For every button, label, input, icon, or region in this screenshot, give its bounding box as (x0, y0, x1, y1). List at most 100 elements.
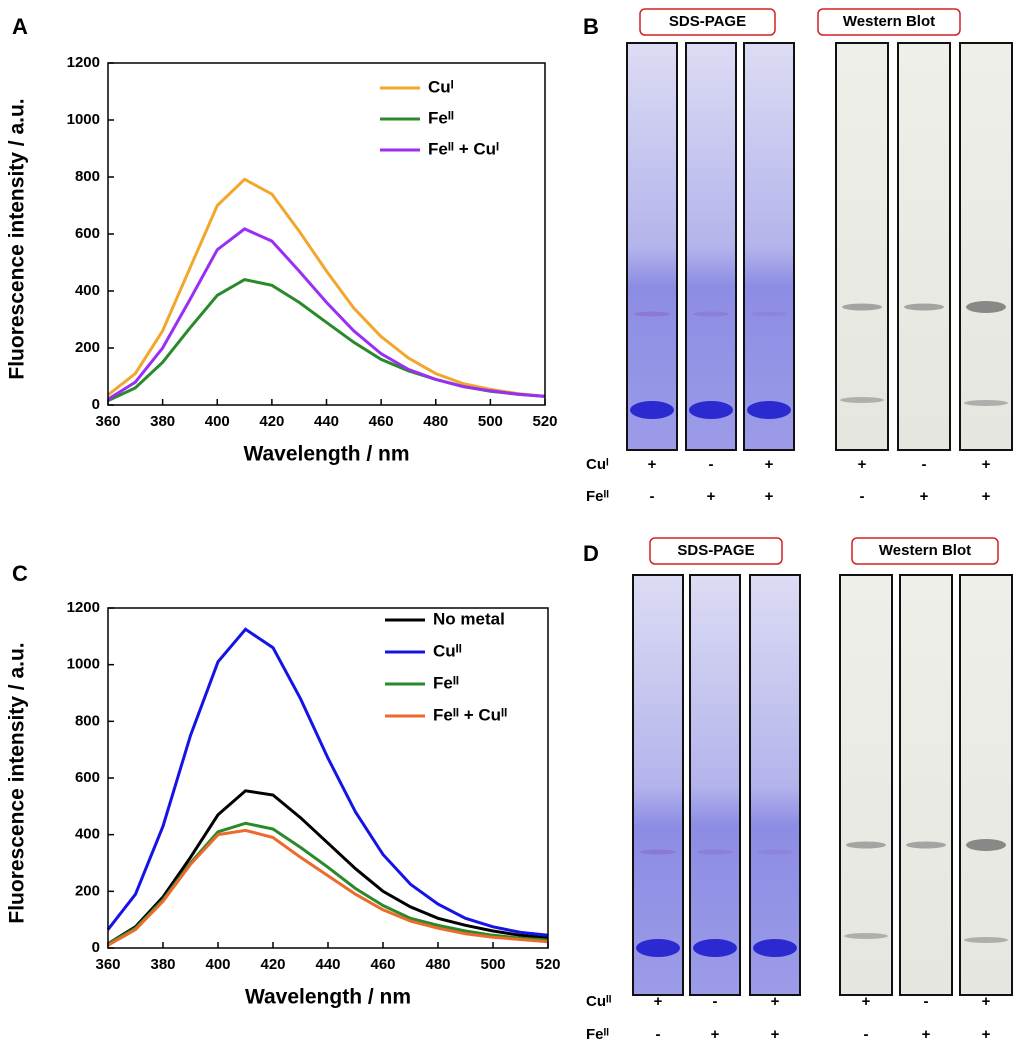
y-tick-label: 1000 (67, 111, 100, 128)
y-axis-title: Fluorescence intensity / a.u. (6, 642, 29, 923)
y-axis-title: Fluorescence intensity / a.u. (6, 98, 29, 379)
plot-frame (107, 607, 549, 949)
wb-lane (835, 42, 889, 451)
wb-band (842, 303, 882, 311)
header-box (851, 537, 999, 565)
x-tick-label: 420 (260, 956, 285, 973)
gel-header: Western Blot (843, 13, 935, 30)
sign: + (858, 456, 867, 473)
x-tick-label: 360 (95, 956, 120, 973)
gel-header: SDS-PAGE (669, 13, 746, 30)
sign: - (650, 488, 655, 505)
sign: - (656, 1026, 661, 1043)
header-box (817, 8, 961, 36)
x-tick-label: 380 (150, 956, 175, 973)
x-tick-label: 480 (423, 413, 448, 430)
sign: + (982, 456, 991, 473)
sds-band (630, 401, 674, 419)
wb-band-low (840, 397, 884, 403)
sign: + (765, 488, 774, 505)
legend-label: No metal (433, 609, 505, 628)
y-tick-label: 800 (75, 168, 100, 185)
y-tick-label: 0 (92, 939, 100, 956)
x-tick-label: 500 (480, 956, 505, 973)
legend-label: Cuᴵ (428, 77, 454, 96)
x-tick-label: 520 (535, 956, 560, 973)
sign: + (648, 456, 657, 473)
plot-frame (107, 62, 546, 406)
wb-band (904, 303, 944, 311)
sign: + (982, 993, 991, 1010)
y-tick-label: 1000 (67, 656, 100, 673)
header-box (649, 537, 783, 565)
sds-band (753, 939, 797, 957)
sds-lane (749, 574, 801, 996)
legend-label: Feᴵᴵ (433, 673, 459, 692)
series-line (107, 227, 546, 401)
x-tick-label: 500 (478, 413, 503, 430)
sds-lane (689, 574, 741, 996)
x-tick-label: 400 (205, 413, 230, 430)
y-tick-label: 400 (75, 282, 100, 299)
sign: - (864, 1026, 869, 1043)
x-tick-label: 480 (425, 956, 450, 973)
row-label: Feᴵᴵ (586, 488, 609, 505)
x-tick-label: 380 (150, 413, 175, 430)
sign: + (654, 993, 663, 1010)
sds-band-faint (757, 849, 793, 855)
wb-lane (897, 42, 951, 451)
panel-label: C (12, 561, 28, 586)
x-tick-label: 400 (205, 956, 230, 973)
sign: + (920, 488, 929, 505)
sign: + (982, 488, 991, 505)
sds-band (689, 401, 733, 419)
y-tick-label: 400 (75, 826, 100, 843)
sds-lane (685, 42, 737, 451)
x-tick-label: 460 (369, 413, 394, 430)
wb-band-low (964, 400, 1008, 406)
panel-label: D (583, 541, 599, 566)
x-tick-label: 360 (95, 413, 120, 430)
sign: - (924, 993, 929, 1010)
wb-band-low (964, 937, 1008, 943)
series-line (107, 177, 546, 398)
x-tick-label: 520 (532, 413, 557, 430)
y-tick-label: 200 (75, 882, 100, 899)
series-line (107, 278, 546, 403)
wb-lane (959, 574, 1013, 996)
sign: + (711, 1026, 720, 1043)
sds-band (747, 401, 791, 419)
y-tick-label: 800 (75, 712, 100, 729)
row-label: Cuᴵᴵ (586, 993, 612, 1010)
sign: - (922, 456, 927, 473)
sds-band-faint (751, 311, 787, 317)
sds-lane (626, 42, 678, 451)
sign: - (860, 488, 865, 505)
wb-band (906, 841, 946, 849)
sign: + (862, 993, 871, 1010)
row-label: Feᴵᴵ (586, 1026, 609, 1043)
sds-lane (632, 574, 684, 996)
series-line (106, 627, 549, 937)
gel-header: Western Blot (879, 542, 971, 559)
y-tick-label: 600 (75, 769, 100, 786)
y-tick-label: 0 (92, 396, 100, 413)
x-tick-label: 440 (314, 413, 339, 430)
sign: + (771, 1026, 780, 1043)
sds-lane (743, 42, 795, 451)
legend-label: Cuᴵᴵ (433, 641, 462, 660)
series-line (107, 828, 549, 947)
y-tick-label: 200 (75, 339, 100, 356)
row-label: Cuᴵ (586, 456, 609, 473)
sign: + (982, 1026, 991, 1043)
gel-header: SDS-PAGE (677, 542, 754, 559)
wb-lane (839, 574, 893, 996)
sign: + (922, 1026, 931, 1043)
sds-band-faint (640, 849, 676, 855)
x-tick-label: 420 (259, 413, 284, 430)
sign: + (707, 488, 716, 505)
wb-band (966, 839, 1006, 851)
y-tick-label: 600 (75, 225, 100, 242)
wb-band-low (844, 933, 888, 939)
series-line (107, 789, 549, 946)
